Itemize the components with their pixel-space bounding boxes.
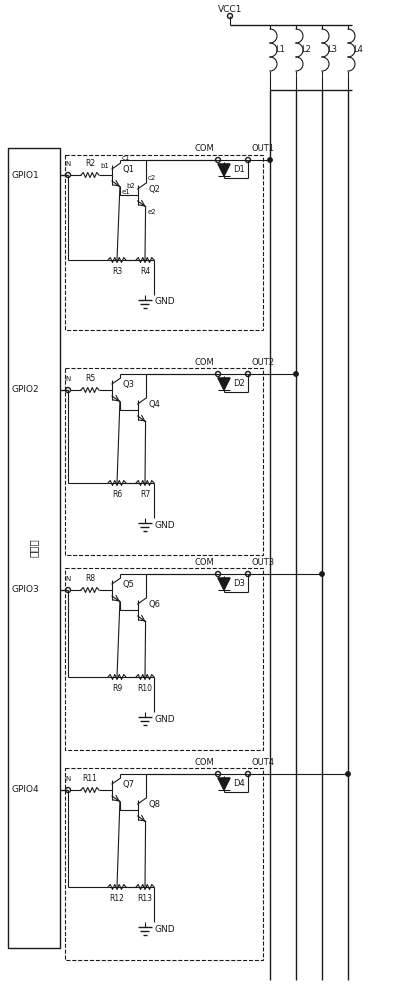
Text: Q7: Q7 — [123, 780, 135, 789]
Text: R12: R12 — [110, 894, 124, 903]
Text: OUT4: OUT4 — [252, 758, 275, 767]
Text: COM: COM — [194, 758, 214, 767]
Text: D4: D4 — [233, 780, 245, 788]
Text: b1: b1 — [100, 163, 109, 169]
Text: R10: R10 — [138, 684, 153, 693]
Polygon shape — [218, 778, 230, 790]
Text: R13: R13 — [138, 894, 153, 903]
Text: IN: IN — [64, 576, 72, 582]
Text: Q6: Q6 — [148, 600, 161, 609]
Text: R6: R6 — [112, 490, 122, 499]
Circle shape — [294, 372, 298, 376]
Text: IN: IN — [64, 376, 72, 382]
Bar — [8, 148, 60, 948]
Text: OUT1: OUT1 — [252, 144, 275, 153]
Text: c1: c1 — [122, 155, 130, 161]
Text: OUT2: OUT2 — [252, 358, 275, 367]
Text: COM: COM — [194, 558, 214, 567]
Text: b2: b2 — [126, 183, 135, 189]
Text: IN: IN — [64, 161, 72, 167]
Circle shape — [346, 772, 350, 776]
Text: GND: GND — [155, 298, 176, 306]
Text: IN: IN — [64, 776, 72, 782]
Bar — [65, 368, 263, 555]
Text: Q2: Q2 — [148, 185, 161, 194]
Polygon shape — [218, 378, 230, 390]
Text: GND: GND — [155, 924, 176, 934]
Text: L1: L1 — [275, 45, 285, 54]
Text: Q4: Q4 — [148, 400, 161, 409]
Circle shape — [320, 572, 324, 576]
Text: L2: L2 — [301, 45, 311, 54]
Circle shape — [268, 158, 272, 162]
Text: D1: D1 — [233, 165, 245, 174]
Text: R9: R9 — [112, 684, 122, 693]
Bar — [65, 768, 263, 960]
Text: L3: L3 — [327, 45, 337, 54]
Text: COM: COM — [194, 144, 214, 153]
Text: Q8: Q8 — [148, 800, 161, 809]
Text: Q1: Q1 — [123, 165, 135, 174]
Text: COM: COM — [194, 358, 214, 367]
Text: R4: R4 — [140, 267, 150, 276]
Text: D3: D3 — [233, 580, 245, 588]
Text: R2: R2 — [85, 159, 95, 168]
Text: R8: R8 — [85, 574, 95, 583]
Text: R3: R3 — [112, 267, 122, 276]
Bar — [65, 155, 263, 330]
Text: R11: R11 — [83, 774, 98, 783]
Text: GPIO4: GPIO4 — [12, 786, 40, 794]
Text: R7: R7 — [140, 490, 150, 499]
Text: L4: L4 — [353, 45, 363, 54]
Text: VCC1: VCC1 — [218, 5, 242, 14]
Text: R5: R5 — [85, 374, 95, 383]
Bar — [65, 568, 263, 750]
Text: e2: e2 — [148, 209, 156, 215]
Text: Q5: Q5 — [123, 580, 135, 589]
Text: 主芯片: 主芯片 — [29, 539, 39, 557]
Text: D2: D2 — [233, 379, 245, 388]
Text: GND: GND — [155, 520, 176, 530]
Text: GND: GND — [155, 714, 176, 724]
Text: GPIO2: GPIO2 — [12, 385, 40, 394]
Text: c2: c2 — [148, 175, 156, 181]
Polygon shape — [218, 164, 230, 176]
Text: Q3: Q3 — [123, 380, 135, 389]
Text: GPIO3: GPIO3 — [12, 585, 40, 594]
Polygon shape — [218, 578, 230, 590]
Text: OUT3: OUT3 — [252, 558, 275, 567]
Text: e1: e1 — [122, 189, 131, 195]
Text: GPIO1: GPIO1 — [12, 170, 40, 180]
